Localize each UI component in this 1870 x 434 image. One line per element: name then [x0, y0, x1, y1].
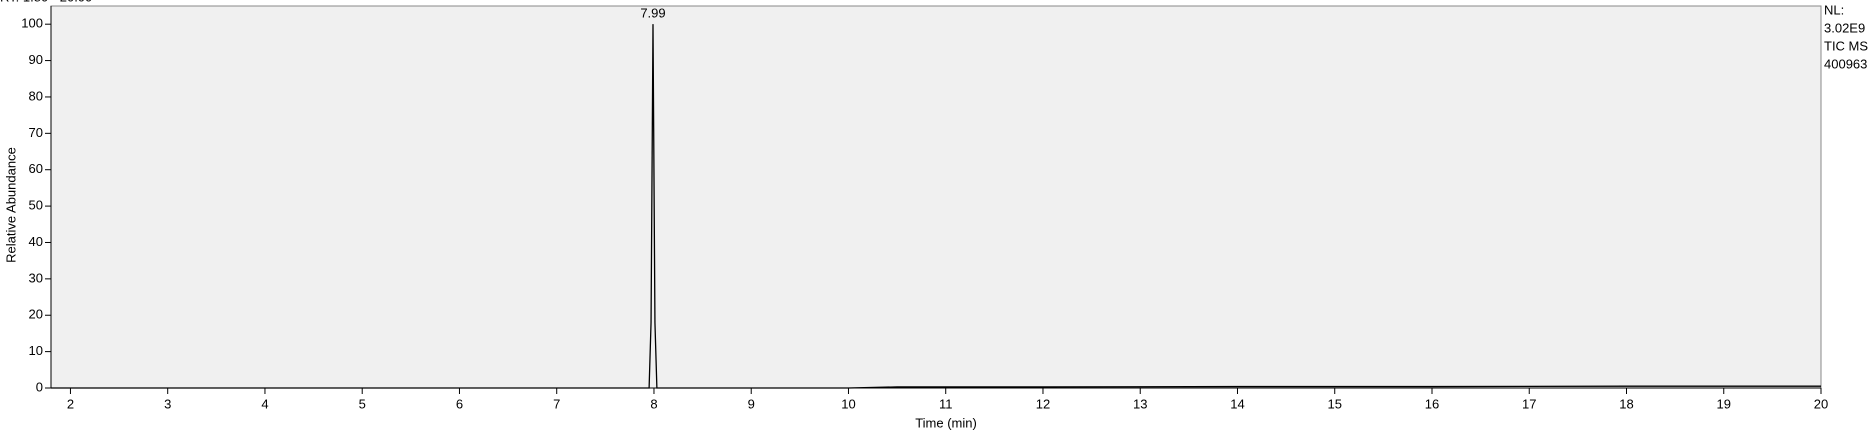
- x-axis-label: Time (min): [915, 415, 977, 430]
- x-tick-label: 20: [1814, 396, 1828, 411]
- y-tick-label: 10: [29, 343, 43, 358]
- x-tick-label: 17: [1522, 396, 1536, 411]
- x-tick-label: 7: [553, 396, 560, 411]
- x-tick-label: 13: [1133, 396, 1147, 411]
- x-tick-label: 8: [650, 396, 657, 411]
- y-tick-label: 50: [29, 198, 43, 213]
- x-tick-label: 18: [1619, 396, 1633, 411]
- x-tick-label: 2: [67, 396, 74, 411]
- plot-area: [50, 5, 1822, 389]
- x-tick-label: 5: [359, 396, 366, 411]
- y-tick-label: 0: [36, 379, 43, 394]
- y-tick-label: 70: [29, 125, 43, 140]
- y-tick-label: 80: [29, 88, 43, 103]
- x-tick-label: 12: [1036, 396, 1050, 411]
- y-tick-label: 60: [29, 161, 43, 176]
- x-tick-label: 11: [939, 396, 953, 411]
- y-tick-label: 20: [29, 307, 43, 322]
- range-header: RT: 1.80 - 20.00: [0, 0, 92, 4]
- x-tick-label: 10: [841, 396, 855, 411]
- x-tick-label: 9: [748, 396, 755, 411]
- y-tick-label: 100: [21, 16, 43, 31]
- info-text: 3.02E9: [1824, 20, 1865, 35]
- x-tick-label: 15: [1328, 396, 1342, 411]
- info-text: TIC MS: [1824, 38, 1868, 53]
- x-tick-label: 4: [261, 396, 268, 411]
- x-tick-label: 3: [164, 396, 171, 411]
- y-tick-label: 40: [29, 234, 43, 249]
- x-tick-label: 16: [1425, 396, 1439, 411]
- x-tick-label: 6: [456, 396, 463, 411]
- y-axis-label: Relative Abundance: [3, 147, 18, 263]
- y-tick-label: 90: [29, 52, 43, 67]
- x-tick-label: 19: [1717, 396, 1731, 411]
- trace: [51, 24, 1821, 389]
- peak-label: 7.99: [640, 6, 665, 21]
- y-tick-label: 30: [29, 270, 43, 285]
- x-tick-label: 14: [1230, 396, 1244, 411]
- info-text: NL:: [1824, 2, 1844, 17]
- info-text: 400963: [1824, 56, 1867, 71]
